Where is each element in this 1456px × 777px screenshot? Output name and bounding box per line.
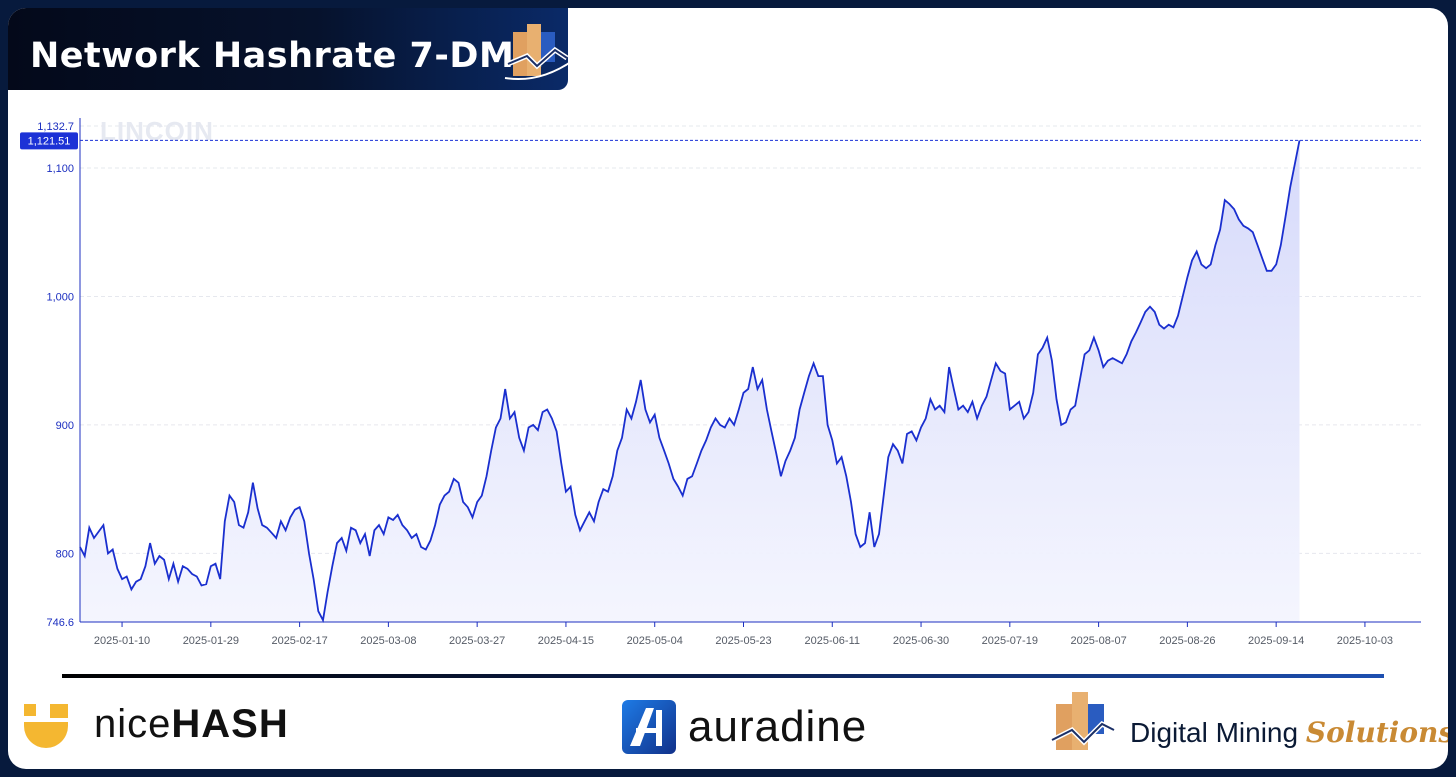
- x-tick-label: 2025-03-08: [360, 635, 416, 647]
- dms-wordmark-accent: Solutions: [1305, 715, 1448, 749]
- x-tick-label: 2025-04-15: [538, 635, 594, 647]
- y-tick-label: 900: [56, 420, 74, 432]
- title-banner: Network Hashrate 7-DMA: [8, 8, 573, 90]
- footer-divider: [62, 674, 1384, 678]
- nicehash-logo: niceHASH: [22, 700, 289, 748]
- x-tick-label: 2025-01-29: [183, 635, 239, 647]
- nicehash-icon: [24, 704, 68, 748]
- x-tick-label: 2025-01-10: [94, 635, 150, 647]
- current-value-badge: 1,121.51: [20, 132, 78, 150]
- auradine-icon: [622, 700, 676, 754]
- y-tick-labels: 746.6 800 900 1,000 1,100 1,132.7: [37, 121, 74, 629]
- y-tick-label: 1,000: [46, 291, 74, 303]
- chart-title: Network Hashrate 7-DMA: [30, 36, 542, 76]
- watermark: LINCOIN: [100, 116, 214, 146]
- y-tick-label: 746.6: [46, 617, 74, 629]
- x-tick-label: 2025-09-14: [1248, 635, 1304, 647]
- x-tick-label: 2025-10-03: [1337, 635, 1393, 647]
- chart-card: Network Hashrate 7-DMA LINCOIN 746.6 800 9…: [8, 8, 1448, 769]
- y-tick-label: 1,132.7: [37, 121, 74, 133]
- hashrate-chart: LINCOIN 746.6 800 900 1,000 1,100 1,132.7 202…: [20, 116, 1421, 647]
- nicehash-text-light: nice: [94, 701, 172, 746]
- x-tick-labels: 2025-01-10 2025-01-29 2025-02-17 2025-03-08…: [94, 622, 1393, 647]
- x-tick-label: 2025-02-17: [271, 635, 327, 647]
- dms-wordmark: Digital Mining: [1130, 716, 1306, 748]
- x-tick-label: 2025-07-19: [982, 635, 1038, 647]
- x-tick-label: 2025-06-11: [805, 635, 860, 647]
- x-tick-label: 2025-05-04: [627, 635, 683, 647]
- y-tick-label: 1,100: [46, 163, 74, 175]
- dms-footer-logo: Digital Mining Solutions: [1048, 690, 1448, 756]
- x-tick-label: 2025-08-07: [1070, 635, 1126, 647]
- x-tick-label: 2025-06-30: [893, 635, 949, 647]
- x-tick-label: 2025-05-23: [715, 635, 771, 647]
- nicehash-text-bold: HASH: [171, 701, 289, 746]
- dms-footer-icon: [1050, 692, 1116, 750]
- y-tick-label: 800: [56, 548, 74, 560]
- auradine-logo: auradine: [622, 700, 867, 754]
- current-value-label: 1,121.51: [28, 135, 71, 147]
- auradine-wordmark: auradine: [688, 702, 868, 751]
- x-tick-label: 2025-03-27: [449, 635, 505, 647]
- hashrate-area: [80, 140, 1300, 622]
- x-tick-label: 2025-08-26: [1159, 635, 1215, 647]
- dms-logo-icon: [504, 24, 573, 81]
- hashrate-line: [79, 140, 1301, 624]
